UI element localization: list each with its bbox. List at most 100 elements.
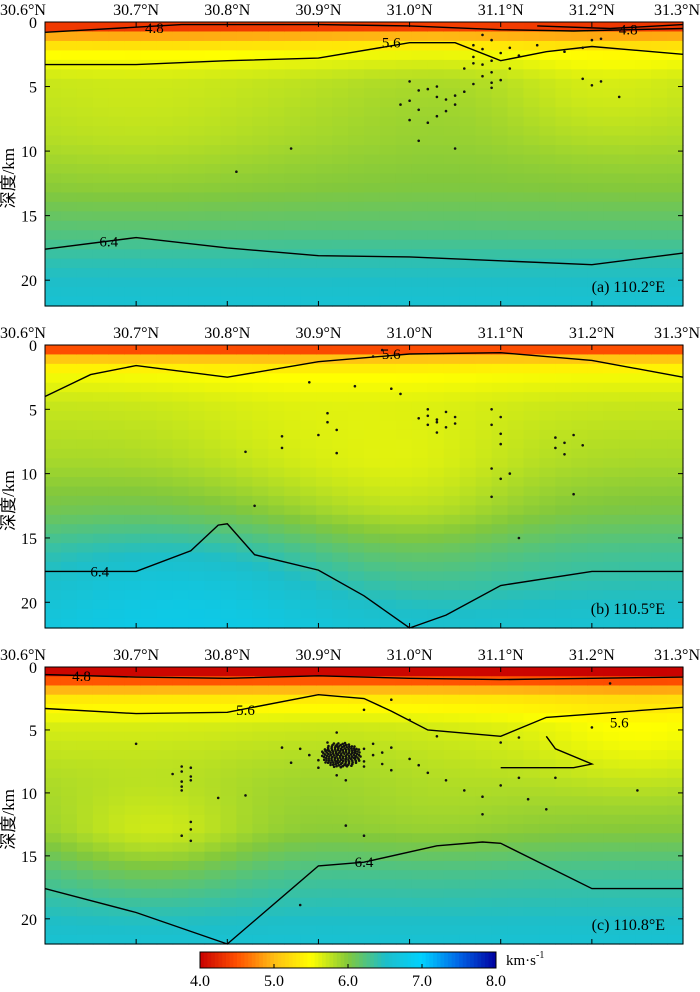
velocity-cell bbox=[45, 50, 62, 61]
velocity-cell bbox=[587, 154, 604, 165]
velocity-cell bbox=[76, 22, 94, 33]
velocity-cell bbox=[316, 401, 333, 412]
x-tick-label: 31.1°N bbox=[478, 647, 524, 664]
velocity-cell bbox=[60, 514, 78, 525]
velocity-cell bbox=[411, 164, 429, 175]
velocity-cell bbox=[172, 201, 190, 212]
velocity-cell bbox=[603, 211, 620, 222]
velocity-cell bbox=[124, 458, 142, 469]
velocity-cell bbox=[236, 382, 253, 393]
velocity-cell bbox=[188, 345, 206, 356]
velocity-cell bbox=[45, 609, 62, 620]
velocity-cell bbox=[571, 571, 588, 582]
velocity-cell bbox=[124, 50, 142, 61]
velocity-cell bbox=[172, 514, 190, 525]
velocity-cell bbox=[124, 126, 142, 137]
velocity-cell bbox=[379, 870, 397, 880]
colorbar-cell bbox=[396, 952, 401, 968]
contour-5.6 bbox=[44, 351, 684, 398]
velocity-cell bbox=[252, 354, 269, 365]
velocity-cell bbox=[92, 814, 110, 825]
velocity-cell bbox=[76, 685, 94, 696]
velocity-cell bbox=[316, 439, 333, 450]
velocity-cell bbox=[603, 571, 620, 582]
velocity-cell bbox=[507, 107, 525, 118]
velocity-cell bbox=[475, 533, 493, 544]
velocity-cell bbox=[364, 429, 381, 440]
velocity-cell bbox=[316, 580, 333, 591]
velocity-cell bbox=[188, 561, 206, 572]
velocity-cell bbox=[395, 934, 413, 945]
velocity-cell bbox=[651, 552, 668, 563]
velocity-cell bbox=[427, 220, 445, 231]
velocity-cell bbox=[507, 667, 525, 677]
velocity-cell bbox=[587, 135, 604, 146]
velocity-cell bbox=[651, 258, 668, 269]
colorbar: 4.0 5.0 6.0 7.0 8.0 km·s-1 bbox=[190, 950, 544, 990]
velocity-cell bbox=[348, 618, 365, 629]
velocity-cell bbox=[45, 287, 62, 298]
velocity-cell bbox=[443, 685, 461, 696]
velocity-cell bbox=[571, 925, 588, 936]
velocity-cell bbox=[284, 477, 301, 488]
velocity-cell bbox=[284, 768, 301, 779]
velocity-cell bbox=[411, 439, 429, 450]
velocity-cell bbox=[619, 458, 636, 469]
velocity-cell bbox=[284, 599, 301, 610]
velocity-cell bbox=[651, 618, 668, 629]
velocity-cell bbox=[300, 879, 317, 890]
velocity-cell bbox=[252, 287, 269, 298]
velocity-cell bbox=[45, 31, 62, 42]
velocity-cell bbox=[92, 571, 110, 582]
velocity-cell bbox=[491, 448, 509, 459]
velocity-cell bbox=[140, 505, 158, 516]
velocity-cell bbox=[204, 851, 222, 862]
velocity-cell bbox=[108, 154, 126, 165]
velocity-cell bbox=[300, 373, 317, 384]
velocity-cell bbox=[300, 173, 317, 184]
earthquake-point bbox=[563, 453, 566, 456]
velocity-cell bbox=[124, 713, 142, 723]
velocity-cell bbox=[443, 731, 461, 742]
velocity-cell bbox=[651, 888, 668, 899]
velocity-cell bbox=[475, 192, 493, 203]
velocity-cell bbox=[507, 239, 525, 250]
velocity-cell bbox=[395, 154, 413, 165]
velocity-cell bbox=[651, 249, 668, 260]
velocity-cell bbox=[268, 392, 285, 403]
velocity-cell bbox=[300, 495, 317, 506]
velocity-cell bbox=[156, 31, 174, 42]
velocity-cell bbox=[364, 107, 381, 118]
velocity-cell bbox=[395, 88, 413, 99]
velocity-cell bbox=[284, 667, 301, 677]
velocity-cell bbox=[92, 173, 110, 184]
velocity-cell bbox=[555, 543, 572, 554]
velocity-cell bbox=[220, 145, 237, 156]
velocity-cell bbox=[555, 173, 572, 184]
velocity-cell bbox=[204, 230, 222, 241]
velocity-cell bbox=[555, 552, 572, 563]
velocity-cell bbox=[140, 363, 158, 374]
velocity-cell bbox=[156, 296, 174, 307]
velocity-cell bbox=[252, 580, 269, 591]
velocity-cell bbox=[124, 477, 142, 488]
velocity-cell bbox=[140, 879, 158, 890]
velocity-cell bbox=[156, 401, 174, 412]
velocity-cell bbox=[220, 787, 237, 797]
velocity-cell bbox=[603, 420, 620, 431]
velocity-cell bbox=[45, 722, 62, 733]
velocity-cell bbox=[188, 524, 206, 535]
velocity-cell bbox=[188, 777, 206, 788]
earthquake-point bbox=[328, 755, 331, 758]
velocity-cell bbox=[284, 934, 301, 945]
velocity-cell bbox=[635, 277, 652, 288]
velocity-cell bbox=[140, 833, 158, 844]
velocity-cell bbox=[316, 50, 333, 61]
velocity-cell bbox=[635, 420, 652, 431]
velocity-cell bbox=[523, 833, 541, 844]
colorbar-cell bbox=[266, 952, 271, 968]
earthquake-point bbox=[342, 744, 346, 748]
velocity-cell bbox=[236, 88, 253, 99]
earthquake-point bbox=[481, 813, 484, 816]
earthquake-point bbox=[180, 780, 183, 783]
